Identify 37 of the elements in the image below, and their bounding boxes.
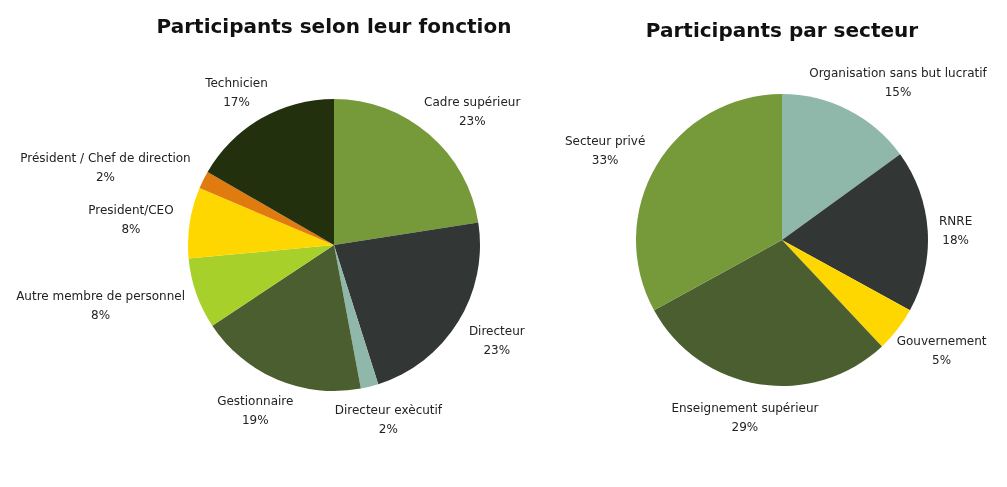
slice-label: Gouvernement <box>896 334 987 349</box>
data-label: 29% <box>731 419 759 434</box>
pie-slice <box>199 172 334 245</box>
slice-label: Organisation sans but lucratif <box>809 66 988 81</box>
slice-label: Gestionnaire <box>217 393 294 408</box>
slice-label: Technicien <box>204 75 268 90</box>
slice-label: RNRE <box>939 213 973 228</box>
pie-slice <box>212 245 361 391</box>
data-label: 23% <box>458 113 486 128</box>
chart-title: Participants selon leur fonction <box>156 14 512 38</box>
data-label: 17% <box>223 94 250 109</box>
data-label: 23% <box>483 342 511 357</box>
slice-label: Directeur exècutif <box>334 402 443 417</box>
pie-slice <box>782 94 901 240</box>
slice-label: Enseignement supérieur <box>671 400 819 415</box>
pie-slice <box>334 245 379 389</box>
pie-slice <box>782 154 928 311</box>
data-label: 2% <box>95 169 116 184</box>
slice-label: Directeur <box>468 323 525 338</box>
data-label: 2% <box>378 421 398 436</box>
slice-label: Autre membre de personnel <box>16 289 186 304</box>
chart-title: Participants par secteur <box>645 18 919 42</box>
pie-slice <box>188 245 334 326</box>
data-label: 15% <box>884 85 912 100</box>
data-label: 5% <box>932 353 952 368</box>
slice-label: Président / Chef de direction <box>20 150 191 165</box>
slice-label: President/CEO <box>88 202 174 217</box>
pie-slice <box>654 240 882 386</box>
pie-slice <box>207 99 334 245</box>
slice-label: Cadre supérieur <box>424 94 521 109</box>
data-label: 8% <box>121 221 141 236</box>
data-label: 18% <box>942 232 969 247</box>
data-label: 8% <box>91 308 111 323</box>
data-label: 19% <box>241 412 269 427</box>
data-label: 33% <box>591 153 619 168</box>
pie-slice <box>188 188 334 259</box>
slice-label: Secteur privé <box>564 134 646 149</box>
